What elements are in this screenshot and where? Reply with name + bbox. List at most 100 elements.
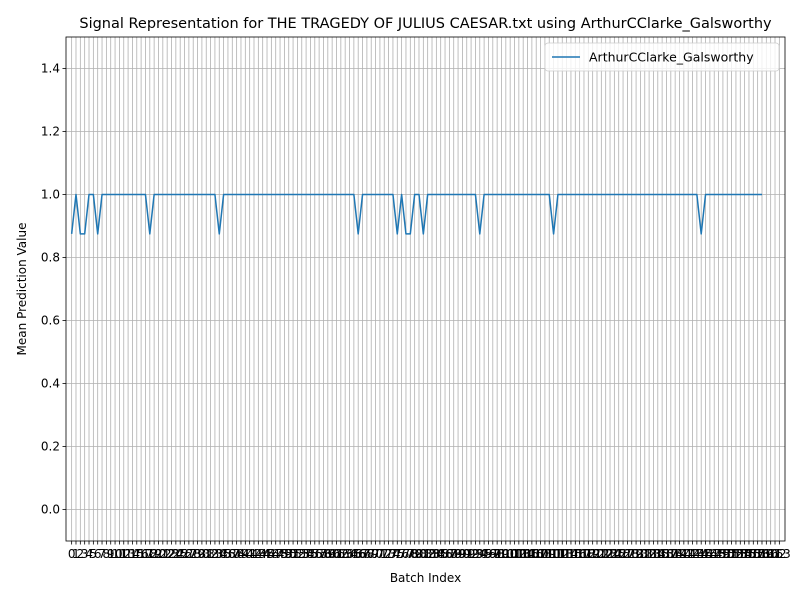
- x-tick-label: 140: [668, 547, 691, 561]
- x-tick-label: 44: [255, 547, 270, 561]
- x-tick-label: 163: [768, 547, 791, 561]
- x-tick-label: 122: [590, 547, 613, 561]
- x-tick-label: 21: [155, 547, 170, 561]
- chart-title: Signal Representation for THE TRAGEDY OF…: [79, 16, 772, 32]
- series-line: [70, 193, 762, 235]
- x-tick-label: 25: [173, 547, 188, 561]
- x-tick-label: 6: [94, 547, 102, 561]
- x-tick-label: 16: [133, 547, 148, 561]
- x-tick-label: 138: [659, 547, 682, 561]
- x-tick-label: 155: [733, 547, 756, 561]
- x-tick-label: 118: [573, 547, 596, 561]
- x-tick-label: 5: [90, 547, 98, 561]
- x-tick-label: 12: [116, 547, 131, 561]
- x-tick-label: 76: [394, 547, 409, 561]
- x-tick-label: 130: [625, 547, 648, 561]
- x-tick-label: 49: [277, 547, 292, 561]
- x-tick-label: 108: [529, 547, 552, 561]
- x-tick-label: 106: [520, 547, 543, 561]
- legend: ArthurCClarke_Galsworthy: [544, 42, 780, 72]
- x-tick-label: 100: [494, 547, 517, 561]
- x-axis-label: Batch Index: [390, 571, 461, 585]
- x-tick-label: 81: [416, 547, 431, 561]
- x-tick-label: 39: [233, 547, 248, 561]
- x-tick-label: 98: [489, 547, 504, 561]
- x-tick-label: 48: [272, 547, 287, 561]
- x-tick-label: 0: [68, 547, 76, 561]
- x-tick-label: 116: [564, 547, 587, 561]
- x-tick-label: 17: [138, 547, 153, 561]
- x-tick-label: 114: [555, 547, 578, 561]
- x-tick-label: 78: [403, 547, 418, 561]
- x-tick-label: 150: [711, 547, 734, 561]
- x-tick-label: 68: [359, 547, 374, 561]
- x-tick-label: 102: [503, 547, 526, 561]
- x-tick-label: 84: [429, 547, 444, 561]
- x-tick-label: 110: [538, 547, 561, 561]
- x-tick-label: 94: [472, 547, 487, 561]
- y-tick-label: 1.4: [41, 62, 60, 76]
- x-tick-label: 18: [142, 547, 157, 561]
- x-tick-label: 38: [229, 547, 244, 561]
- x-tick-label: 60: [325, 547, 340, 561]
- x-tick-label: 83: [424, 547, 439, 561]
- x-tick-label: 10: [107, 547, 122, 561]
- x-tick-label: 111: [542, 547, 565, 561]
- x-tick-label: 162: [764, 547, 787, 561]
- x-tick-label: 92: [463, 547, 478, 561]
- x-tick-label: 90: [455, 547, 470, 561]
- x-tick-label: 73: [381, 547, 396, 561]
- x-tick-label: 149: [707, 547, 730, 561]
- x-tick-label: 85: [433, 547, 448, 561]
- x-tick-label: 57: [311, 547, 326, 561]
- x-tick-label: 95: [476, 547, 491, 561]
- x-tick-label: 69: [364, 547, 379, 561]
- x-tick-label: 45: [259, 547, 274, 561]
- x-tick-label: 127: [612, 547, 635, 561]
- x-tick-label: 144: [685, 547, 708, 561]
- x-tick-label: 137: [655, 547, 678, 561]
- y-tick-label: 0.8: [41, 251, 60, 265]
- x-tick-label: 109: [533, 547, 556, 561]
- x-tick-label: 145: [690, 547, 713, 561]
- x-tick-label: 43: [251, 547, 266, 561]
- x-tick-label: 1: [72, 547, 80, 561]
- x-tick-label: 29: [190, 547, 205, 561]
- x-tick-label: 129: [620, 547, 643, 561]
- x-tick-label: 80: [411, 547, 426, 561]
- x-tick-label: 20: [151, 547, 166, 561]
- x-tick-label: 121: [586, 547, 609, 561]
- x-tick-label: 87: [442, 547, 457, 561]
- x-tick-label: 50: [281, 547, 296, 561]
- x-tick-label: 28: [186, 547, 201, 561]
- y-tick-label: 1.0: [41, 188, 60, 202]
- x-tick-label: 105: [516, 547, 539, 561]
- x-tick-label: 125: [603, 547, 626, 561]
- x-tick-label: 63: [338, 547, 353, 561]
- x-tick-label: 136: [651, 547, 674, 561]
- x-tick-label: 148: [703, 547, 726, 561]
- x-tick-label: 53: [294, 547, 309, 561]
- x-tick-label: 79: [407, 547, 422, 561]
- x-tick-label: 131: [629, 547, 652, 561]
- legend-box: [544, 42, 780, 72]
- x-tick-label: 54: [298, 547, 313, 561]
- x-tick-label: 88: [446, 547, 461, 561]
- x-tick-label: 3: [81, 547, 89, 561]
- x-tick-label: 58: [316, 547, 331, 561]
- y-tick-label: 0.6: [41, 314, 60, 328]
- x-tick-label: 11: [112, 547, 127, 561]
- x-tick-label: 123: [594, 547, 617, 561]
- x-tick-label: 47: [268, 547, 283, 561]
- y-tick-label: 1.2: [41, 125, 60, 139]
- x-tick-label: 70: [368, 547, 383, 561]
- x-tick-label: 89: [450, 547, 465, 561]
- y-tick-label: 0.2: [41, 440, 60, 454]
- x-tick-label: 147: [698, 547, 721, 561]
- x-tick-label: 64: [342, 547, 357, 561]
- x-tick-label: 113: [551, 547, 574, 561]
- x-tick-label: 77: [398, 547, 413, 561]
- x-tick-label: 31: [199, 547, 214, 561]
- x-tick-label: 117: [568, 547, 591, 561]
